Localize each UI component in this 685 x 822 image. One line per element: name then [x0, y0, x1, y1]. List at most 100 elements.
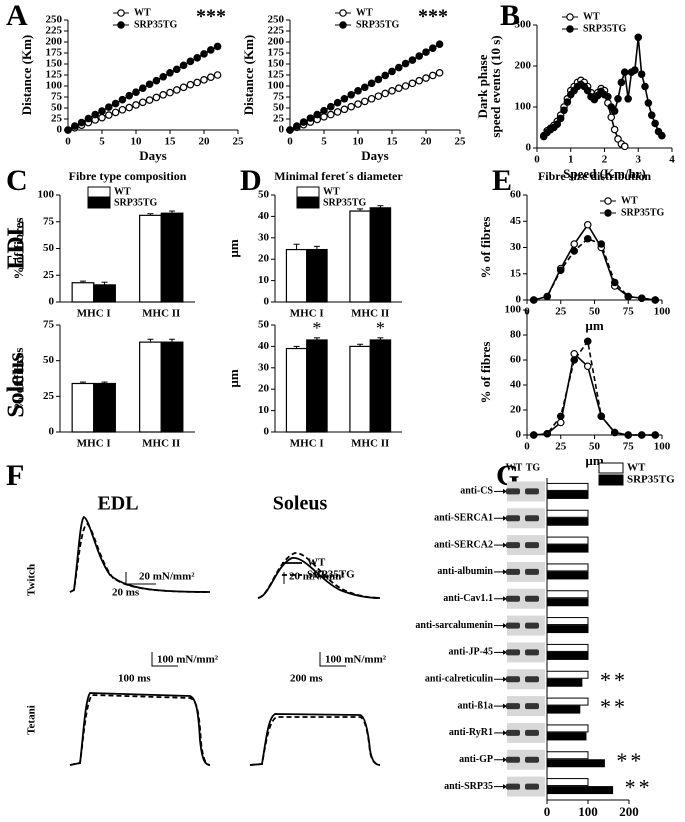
point — [566, 25, 574, 33]
point — [354, 100, 362, 108]
arrow-head — [503, 703, 507, 709]
point — [422, 74, 430, 82]
twitch-trace — [257, 552, 381, 599]
category-label: anti-JP-45 — [449, 647, 493, 658]
point — [166, 88, 174, 97]
point — [617, 78, 626, 87]
legend-label: WT — [323, 186, 340, 197]
column-title: EDL — [97, 493, 138, 515]
point — [570, 247, 579, 255]
y-tick-label: 40 — [258, 340, 270, 352]
point — [339, 9, 347, 17]
point — [193, 54, 202, 62]
x-tick-label: 1 — [568, 154, 574, 166]
point — [631, 66, 639, 74]
scale-bar — [125, 572, 156, 585]
bar — [93, 284, 116, 303]
x-tick-label: MHC I — [77, 308, 111, 320]
y-tick-label: 75 — [43, 215, 55, 227]
point — [333, 98, 342, 107]
point — [159, 91, 168, 99]
x-tick-label: 25 — [455, 136, 467, 148]
series-line — [533, 223, 656, 301]
y-tick-label: 125 — [46, 69, 63, 81]
y-tick-label: 0 — [264, 426, 270, 438]
blot-band — [506, 649, 520, 656]
point — [637, 70, 646, 79]
point — [624, 292, 633, 301]
point — [634, 33, 643, 42]
point — [651, 296, 660, 304]
y-tick-label: 300 — [515, 19, 532, 31]
point — [207, 46, 215, 54]
chart-title: Fibre size distribution — [538, 169, 651, 183]
blot-band — [525, 729, 539, 736]
y-tick-label: 50 — [51, 102, 63, 114]
x-tick-label: 20 — [199, 136, 211, 148]
point — [152, 93, 161, 102]
point — [374, 92, 383, 100]
point — [620, 68, 629, 76]
bar — [546, 544, 589, 553]
row-label: Soleus — [4, 352, 30, 417]
bar — [546, 598, 589, 607]
point — [367, 79, 376, 88]
scale-label: 20 mN/mm² — [289, 571, 345, 583]
blot-band — [525, 595, 539, 602]
legend-label: SRP35TG — [621, 207, 665, 218]
arrow-head — [503, 730, 507, 736]
point — [179, 61, 188, 70]
legend-label: SRP35TG — [307, 569, 355, 581]
panel-label: D — [240, 164, 262, 197]
x-tick-label: MHC II — [142, 308, 180, 320]
blot-band — [525, 515, 539, 522]
y-tick-label: 10 — [258, 274, 270, 286]
legend-swatch — [296, 197, 320, 209]
tetanus-trace — [69, 694, 211, 766]
blot-band — [506, 622, 520, 629]
legend-swatch — [598, 474, 624, 486]
x-tick-label: 0 — [524, 441, 530, 453]
point — [145, 96, 154, 104]
point — [125, 91, 134, 100]
blot-band — [506, 729, 520, 736]
point — [340, 94, 349, 103]
point — [98, 113, 106, 122]
bar — [546, 482, 589, 491]
bar — [546, 786, 614, 795]
bar — [546, 705, 581, 714]
point — [64, 126, 72, 134]
point — [624, 95, 632, 103]
point — [381, 89, 390, 98]
bar — [349, 345, 371, 433]
bar — [160, 212, 184, 303]
point — [401, 59, 410, 68]
lane-label: WT — [506, 462, 523, 473]
point — [604, 209, 612, 217]
bar — [306, 339, 328, 433]
y-axis-label: % of fibres — [11, 218, 26, 280]
scale-label: 20 mN/mm² — [139, 571, 195, 583]
category-label: anti-ß1a — [457, 700, 493, 711]
point — [139, 98, 147, 107]
arrow-head — [503, 649, 507, 655]
y-tick-label: 50 — [43, 354, 55, 366]
y-tick-label: 200 — [46, 36, 63, 48]
bar — [546, 697, 589, 706]
point — [105, 111, 113, 119]
y-tick-label: 20 — [258, 383, 270, 395]
point — [333, 108, 342, 116]
panel-label: B — [500, 0, 520, 32]
point — [583, 220, 592, 229]
y-tick-label: 0 — [279, 124, 285, 136]
scale-label: 200 ms — [290, 673, 323, 685]
scale-label: 20 ms — [112, 587, 140, 599]
legend-swatch — [87, 186, 111, 198]
category-label: anti-CS — [460, 486, 493, 497]
point — [415, 52, 424, 60]
point — [658, 131, 666, 140]
bar — [306, 248, 328, 303]
x-tick-label: 100 — [578, 804, 598, 819]
x-tick-label: 100 — [654, 441, 671, 453]
bar — [546, 617, 589, 626]
